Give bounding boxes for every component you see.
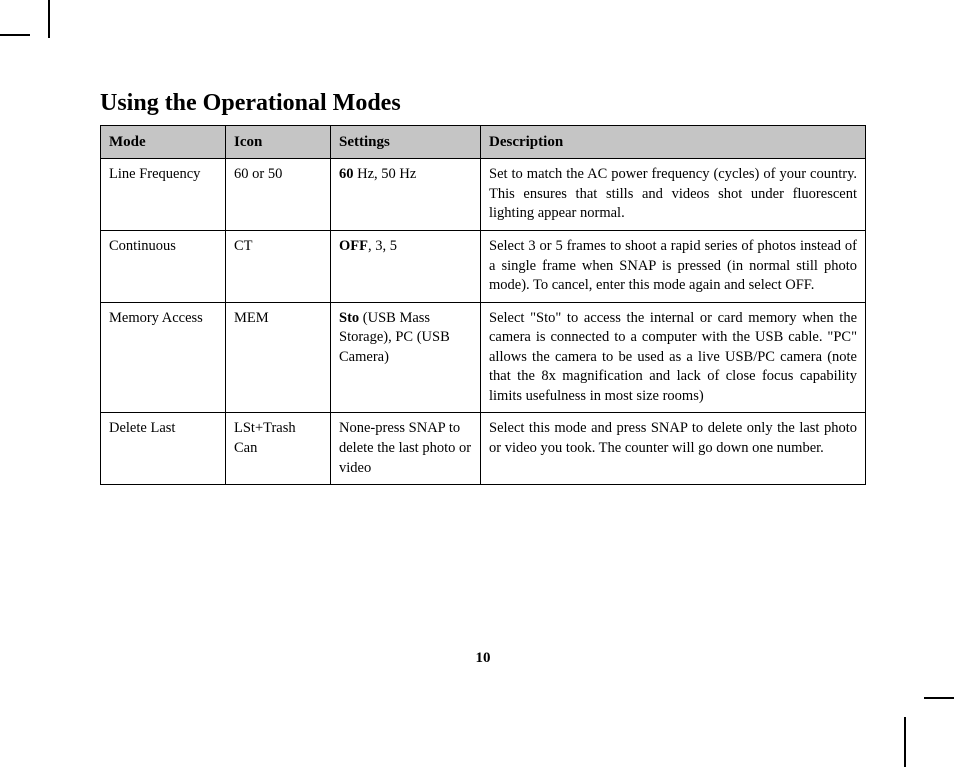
cell-mode: Line Frequency (101, 159, 226, 231)
crop-mark-bottom (904, 717, 906, 767)
cell-icon: CT (226, 230, 331, 302)
table-row: Delete Last LSt+Trash Can None-press SNA… (101, 413, 866, 485)
table-row: Continuous CT OFF, 3, 5 Select 3 or 5 fr… (101, 230, 866, 302)
cell-settings: OFF, 3, 5 (331, 230, 481, 302)
cell-icon: MEM (226, 302, 331, 413)
cell-icon: LSt+Trash Can (226, 413, 331, 485)
header-description: Description (481, 126, 866, 159)
modes-table: Mode Icon Settings Description Line Freq… (100, 125, 866, 485)
section-title: Using the Operational Modes (100, 90, 866, 117)
cell-settings: Sto (USB Mass Storage), PC (USB Camera) (331, 302, 481, 413)
settings-bold: 60 (339, 166, 354, 182)
table-header-row: Mode Icon Settings Description (101, 126, 866, 159)
settings-bold: Sto (339, 310, 359, 326)
header-icon: Icon (226, 126, 331, 159)
cell-description: Set to match the AC power frequency (cyc… (481, 159, 866, 231)
header-settings: Settings (331, 126, 481, 159)
crop-mark-top (48, 0, 50, 38)
cell-settings: None-press SNAP to delete the last photo… (331, 413, 481, 485)
crop-mark-left (0, 34, 30, 36)
table-row: Line Frequency 60 or 50 60 Hz, 50 Hz Set… (101, 159, 866, 231)
settings-bold: OFF (339, 238, 368, 254)
page-number: 10 (100, 650, 866, 667)
page-content: Using the Operational Modes Mode Icon Se… (100, 90, 866, 485)
cell-description: Select "Sto" to access the internal or c… (481, 302, 866, 413)
cell-mode: Delete Last (101, 413, 226, 485)
settings-rest: Hz, 50 Hz (354, 166, 417, 182)
settings-rest: None-press SNAP to delete the last photo… (339, 420, 471, 475)
cell-icon: 60 or 50 (226, 159, 331, 231)
settings-rest: , 3, 5 (368, 238, 397, 254)
cell-mode: Memory Access (101, 302, 226, 413)
header-mode: Mode (101, 126, 226, 159)
cell-description: Select this mode and press SNAP to delet… (481, 413, 866, 485)
table-row: Memory Access MEM Sto (USB Mass Storage)… (101, 302, 866, 413)
cell-settings: 60 Hz, 50 Hz (331, 159, 481, 231)
cell-description: Select 3 or 5 frames to shoot a rapid se… (481, 230, 866, 302)
crop-mark-right (924, 697, 954, 699)
cell-mode: Continuous (101, 230, 226, 302)
